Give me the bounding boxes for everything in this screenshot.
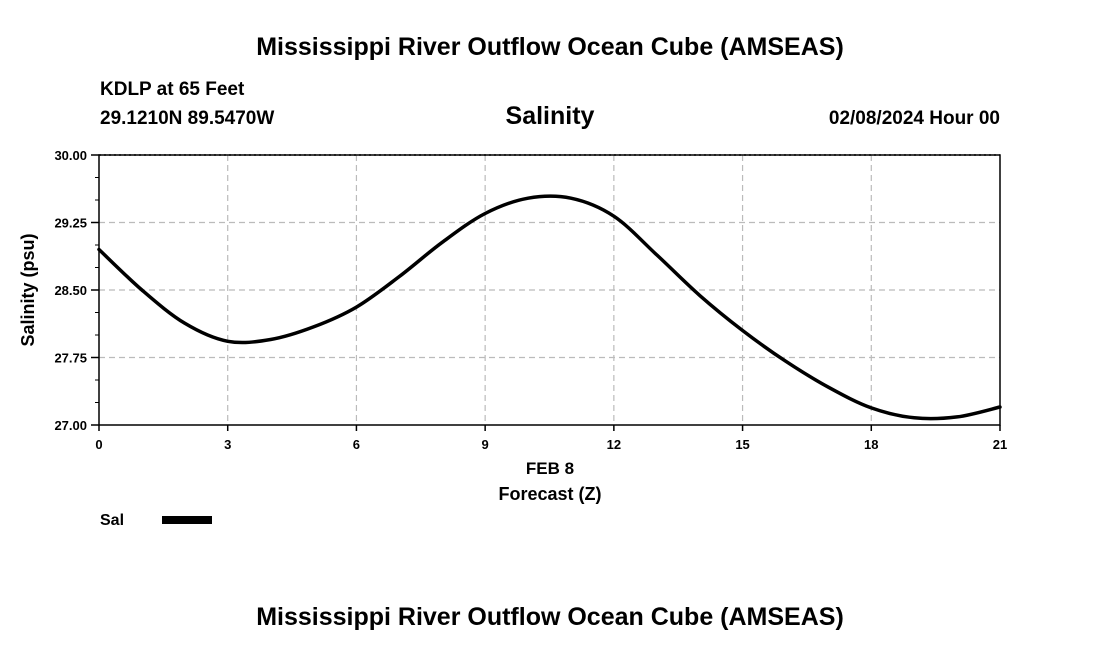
legend-swatch-sal: [162, 516, 212, 524]
forecast-datetime: 02/08/2024 Hour 00: [829, 108, 1000, 129]
x-tick-label: 12: [607, 437, 621, 452]
y-tick-label: 30.00: [54, 148, 87, 163]
y-tick-label: 27.00: [54, 418, 87, 433]
x-axis-label: Forecast (Z): [498, 484, 601, 504]
x-tick-label: 18: [864, 437, 878, 452]
axis-ticks: 0 3 6 9 12 15 18 21 27.00 27.75 28.50 29.25 30.00: [54, 148, 1007, 452]
footer-title: Mississippi River Outflow Ocean Cube (AM…: [256, 603, 844, 631]
x-tick-label: 15: [735, 437, 749, 452]
series-line-sal: [97, 194, 1002, 421]
station-label: KDLP at 65 Feet: [100, 79, 245, 100]
y-axis-label: Salinity (psu): [18, 233, 38, 346]
chart-title: Salinity: [506, 102, 595, 130]
chart-header-title: Mississippi River Outflow Ocean Cube (AM…: [256, 33, 844, 61]
x-tick-label: 9: [482, 437, 489, 452]
x-tick-label: 21: [993, 437, 1007, 452]
x-axis-date-label: FEB 8: [526, 459, 574, 478]
y-tick-label: 27.75: [54, 351, 87, 366]
y-tick-label: 29.25: [54, 216, 87, 231]
x-tick-label: 6: [353, 437, 360, 452]
station-coordinates: 29.1210N 89.5470W: [100, 108, 274, 129]
legend-label-sal: Sal: [100, 512, 124, 529]
legend: Sal: [100, 512, 212, 529]
plot-frame: [98, 154, 1001, 426]
x-tick-label: 0: [95, 437, 102, 452]
data-series: [97, 194, 1002, 421]
y-tick-label: 28.50: [54, 283, 87, 298]
x-tick-label: 3: [224, 437, 231, 452]
